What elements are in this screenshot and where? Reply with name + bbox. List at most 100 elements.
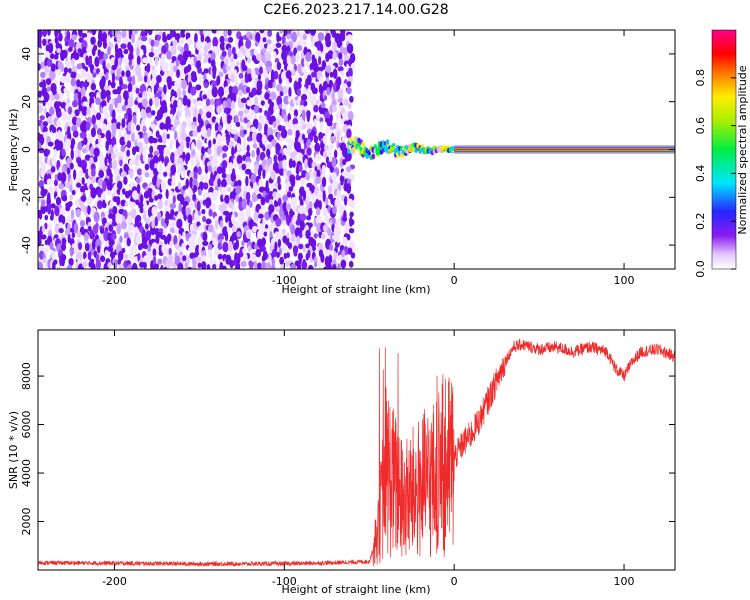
spectrum-noise-cell bbox=[156, 75, 162, 84]
spectrum-noise-cell bbox=[236, 154, 243, 165]
spectrum-noise-cell bbox=[315, 207, 321, 217]
spectrum-noise-cell bbox=[45, 78, 52, 86]
spectrum-noise-cell bbox=[151, 220, 155, 229]
spectrum-noise-cell bbox=[347, 102, 352, 110]
spectrum-noise-cell bbox=[142, 125, 147, 133]
spectrum-noise-cell bbox=[50, 63, 56, 73]
spectrum-noise-cell bbox=[341, 171, 346, 177]
spectrum-noise-cell bbox=[111, 127, 116, 139]
spectrum-noise-cell bbox=[235, 194, 240, 203]
spectrum-noise-cell bbox=[231, 146, 235, 157]
spectrum-noise-cell bbox=[293, 109, 299, 118]
spectrum-noise-cell bbox=[196, 40, 203, 51]
spectrum-noise-cell bbox=[231, 92, 237, 103]
spectrum-noise-cell bbox=[146, 112, 153, 119]
spectrum-noise-cell bbox=[199, 174, 205, 182]
spectrum-noise-cell bbox=[141, 118, 146, 128]
spectrum-noise-cell bbox=[274, 181, 279, 188]
spectrum-noise-cell bbox=[104, 156, 108, 166]
spectrum-noise-cell bbox=[293, 249, 298, 257]
spectrum-noise-cell bbox=[270, 170, 276, 180]
spectrum-noise-cell bbox=[147, 30, 153, 36]
spectrum-noise-cell bbox=[171, 179, 176, 187]
spectrum-noise-cell bbox=[122, 188, 126, 195]
spectrum-noise-cell bbox=[112, 144, 119, 155]
spectrum-noise-cell bbox=[107, 46, 111, 56]
spectrum-noise-cell bbox=[207, 243, 213, 252]
spectrum-noise-cell bbox=[295, 52, 301, 64]
spectrum-noise-cell bbox=[157, 193, 163, 200]
figure-title: C2E6.2023.217.14.00.G28 bbox=[263, 2, 448, 18]
spectrum-noise-cell bbox=[322, 207, 329, 217]
spectrum-noise-cell bbox=[243, 108, 250, 114]
spectrum-noise-cell bbox=[288, 158, 293, 169]
spectrum-transition-cell bbox=[385, 139, 390, 145]
spectrum-noise-cell bbox=[117, 258, 122, 265]
spectrum-noise-cell bbox=[61, 148, 66, 157]
spectrum-noise-cell bbox=[327, 50, 334, 60]
spectrum-noise-cell bbox=[56, 140, 64, 151]
spectrum-noise-cell bbox=[177, 145, 184, 157]
spectrum-noise-cell bbox=[330, 135, 337, 143]
spectrum-noise-cell bbox=[118, 151, 125, 157]
spectrum-noise-cell bbox=[181, 59, 187, 65]
spectrum-noise-cell bbox=[63, 67, 69, 74]
spectrum-noise-cell bbox=[332, 41, 337, 52]
spectrum-noise-cell bbox=[182, 255, 187, 262]
spectrum-noise-cell bbox=[139, 206, 144, 214]
spectrum-noise-cell bbox=[226, 173, 232, 185]
spectrum-noise-cell bbox=[301, 109, 306, 121]
spectrum-noise-cell bbox=[143, 261, 147, 269]
spectrum-noise-cell bbox=[117, 93, 122, 105]
spectrum-noise-cell bbox=[325, 38, 332, 48]
spectrum-noise-cell bbox=[98, 154, 105, 166]
spectrum-noise-cell bbox=[245, 191, 251, 201]
spectrum-noise-cell bbox=[292, 203, 298, 213]
spectrum-noise-cell bbox=[313, 201, 319, 209]
spectrum-noise-cell bbox=[327, 262, 332, 269]
spectrum-noise-cell bbox=[158, 160, 163, 170]
spectrum-noise-cell bbox=[90, 36, 96, 45]
spectrum-noise-cell bbox=[262, 216, 266, 227]
spectrum-noise-cell bbox=[261, 134, 267, 145]
spectrum-noise-cell bbox=[305, 51, 312, 62]
spectrum-noise-cell bbox=[159, 122, 165, 130]
spectrum-noise-cell bbox=[106, 62, 111, 70]
spectrum-noise-cell bbox=[153, 150, 160, 157]
spectrum-noise-cell bbox=[161, 182, 167, 191]
spectrum-noise-cell bbox=[226, 123, 233, 133]
spectrum-noise-cell bbox=[268, 46, 274, 53]
spectrum-noise-cell bbox=[166, 133, 170, 140]
spectrum-noise-cell bbox=[307, 91, 313, 103]
spectrum-noise-cell bbox=[253, 136, 257, 145]
spectrum-noise-cell bbox=[53, 215, 57, 224]
spectrum-noise-cell bbox=[276, 251, 280, 259]
spectrum-noise-cell bbox=[264, 92, 270, 100]
spectrum-noise-cell bbox=[260, 245, 267, 253]
spectrum-noise-cell bbox=[318, 56, 322, 66]
spectrum-noise-cell bbox=[337, 66, 344, 72]
spectrum-noise-cell bbox=[137, 159, 142, 167]
spectrum-noise-cell bbox=[191, 149, 196, 157]
spectrum-noise-cell bbox=[178, 233, 182, 241]
spectrum-noise-cell bbox=[240, 97, 248, 104]
spectrum-noise-cell bbox=[56, 119, 61, 127]
spectrum-noise-cell bbox=[306, 122, 313, 130]
spectrum-noise-cell bbox=[65, 202, 72, 209]
spectrum-noise-cell bbox=[38, 217, 41, 228]
spectrum-noise-cell bbox=[307, 249, 311, 259]
spectrum-noise-cell bbox=[196, 200, 201, 212]
spectrum-noise-cells bbox=[38, 30, 356, 269]
spectrum-noise-cell bbox=[126, 149, 131, 157]
spectrum-noise-cell bbox=[163, 84, 167, 95]
spectrum-noise-cell bbox=[252, 118, 259, 130]
snr-y-tick-label: 6000 bbox=[20, 411, 33, 439]
spectrum-noise-cell bbox=[306, 111, 311, 123]
spectrum-noise-cell bbox=[340, 180, 344, 186]
spectrum-noise-cell bbox=[185, 115, 191, 122]
spectrum-noise-cell bbox=[329, 113, 333, 123]
spectrum-noise-cell bbox=[151, 242, 158, 251]
spectrum-noise-cell bbox=[202, 182, 209, 190]
spectrum-noise-cell bbox=[167, 213, 174, 220]
spectrum-noise-cell bbox=[207, 165, 213, 173]
